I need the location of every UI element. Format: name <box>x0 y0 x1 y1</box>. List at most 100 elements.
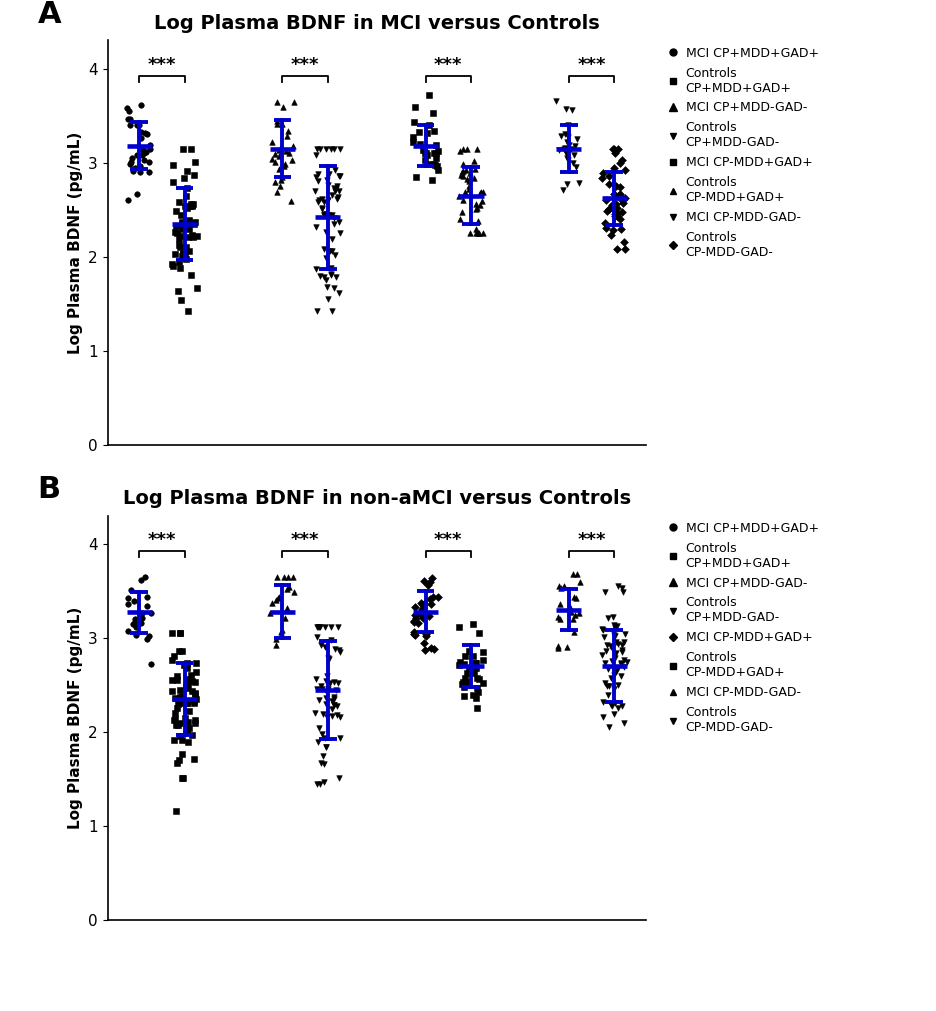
Point <box>558 140 573 156</box>
Point <box>271 149 286 165</box>
Point <box>556 578 571 594</box>
Point <box>127 611 142 627</box>
Point <box>608 664 623 680</box>
Point <box>594 647 609 663</box>
Point <box>605 196 620 212</box>
Point <box>558 145 573 161</box>
Point <box>125 616 140 632</box>
Point <box>168 712 183 728</box>
Point <box>429 136 444 153</box>
Point <box>319 250 334 266</box>
Point <box>613 188 628 204</box>
Text: ***: *** <box>291 532 319 549</box>
Point <box>183 196 198 212</box>
Y-axis label: Log Plasma BDNF (pg/mL): Log Plasma BDNF (pg/mL) <box>67 607 82 829</box>
Point <box>407 614 422 630</box>
Point <box>329 681 344 698</box>
Point <box>274 622 289 638</box>
Point <box>133 164 148 180</box>
Point <box>179 239 194 255</box>
Point <box>423 574 438 590</box>
Point <box>285 568 300 584</box>
Point <box>172 682 187 699</box>
Point <box>168 717 183 733</box>
Point <box>185 196 200 212</box>
Point <box>567 588 582 605</box>
Point <box>318 205 333 221</box>
Point <box>597 584 612 601</box>
Point <box>173 625 188 641</box>
Point <box>599 203 614 219</box>
Point <box>311 720 326 736</box>
Text: A: A <box>37 0 61 29</box>
Point <box>172 231 187 247</box>
Point <box>470 680 485 697</box>
Point <box>407 607 422 623</box>
Point <box>614 637 629 653</box>
Point <box>613 655 628 671</box>
Point <box>175 694 190 710</box>
Point <box>138 144 153 160</box>
Point <box>174 249 189 265</box>
Point <box>165 256 180 272</box>
Point <box>320 709 335 725</box>
Point <box>121 192 136 208</box>
Point <box>470 225 485 242</box>
Point <box>188 691 203 707</box>
Point <box>189 655 204 671</box>
Point <box>318 223 333 240</box>
Point <box>181 734 196 750</box>
Point <box>284 152 299 168</box>
Point <box>598 215 613 232</box>
Point <box>183 197 197 213</box>
Point <box>184 727 199 743</box>
Point <box>329 707 344 723</box>
Point <box>315 191 330 207</box>
Point <box>121 623 136 639</box>
Point <box>180 655 195 671</box>
Point <box>570 130 585 147</box>
Point <box>602 677 617 694</box>
Point <box>318 739 333 755</box>
Point <box>318 691 333 707</box>
Point <box>331 183 346 199</box>
Point <box>609 634 624 650</box>
Point <box>180 164 195 180</box>
Point <box>317 206 332 222</box>
Point <box>137 144 152 160</box>
Point <box>560 176 575 192</box>
Point <box>615 203 630 219</box>
Point <box>406 626 421 642</box>
Point <box>123 156 138 172</box>
Point <box>189 664 204 680</box>
Point <box>135 147 150 163</box>
Point <box>332 141 347 157</box>
Point <box>609 618 624 634</box>
Point <box>171 717 186 733</box>
Point <box>327 141 342 157</box>
Point <box>310 619 325 635</box>
Point <box>321 650 336 666</box>
Point <box>310 141 325 157</box>
Point <box>561 128 576 145</box>
Point <box>274 115 289 131</box>
Point <box>416 596 431 613</box>
Point <box>425 172 440 188</box>
Point <box>611 141 626 157</box>
Point <box>596 165 611 181</box>
Point <box>124 154 139 170</box>
Title: Log Plasma BDNF in non-aMCI versus Controls: Log Plasma BDNF in non-aMCI versus Contr… <box>123 489 631 509</box>
Point <box>408 627 423 643</box>
Text: ***: *** <box>148 532 176 549</box>
Point <box>279 143 294 159</box>
Point <box>430 158 445 174</box>
Point <box>422 87 437 103</box>
Point <box>186 215 201 232</box>
Point <box>598 655 613 671</box>
Point <box>165 671 180 687</box>
Point <box>265 151 280 167</box>
Point <box>469 701 484 717</box>
Point <box>282 579 297 595</box>
Point <box>308 705 323 721</box>
Point <box>171 194 186 210</box>
